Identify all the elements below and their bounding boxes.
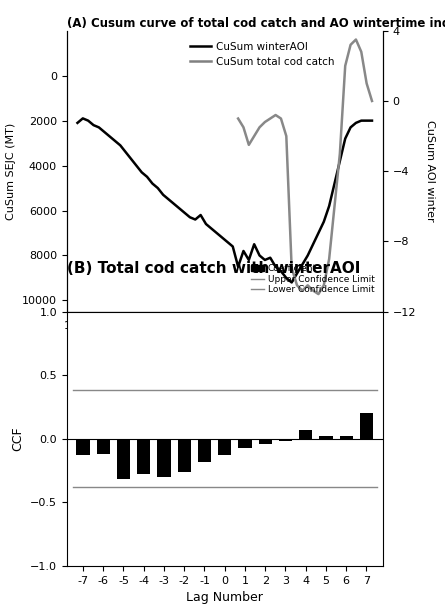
Bar (77, 438, 89, 455)
Bar (158, 438, 170, 477)
X-axis label: Lag Number: Lag Number (186, 591, 263, 604)
Y-axis label: CCF: CCF (12, 426, 24, 451)
Text: (B) Total cod catch with winterAOI: (B) Total cod catch with winterAOI (67, 261, 360, 276)
Bar (340, 436, 353, 438)
Y-axis label: CuSum AOI winter: CuSum AOI winter (425, 121, 435, 222)
Text: (A) Cusum curve of total cod catch and AO wintertime index: (A) Cusum curve of total cod catch and A… (67, 17, 445, 30)
Bar (320, 436, 332, 438)
Bar (218, 438, 231, 455)
Bar (178, 438, 191, 472)
Bar (259, 438, 272, 444)
Bar (279, 438, 292, 442)
Bar (360, 413, 373, 438)
Legend: CuSum winterAOI, CuSum total cod catch: CuSum winterAOI, CuSum total cod catch (190, 42, 335, 67)
Bar (299, 430, 312, 438)
Legend: Coefficient, Upper Confidence Limit, Lower Confidence Limit: Coefficient, Upper Confidence Limit, Low… (247, 260, 378, 298)
Bar (97, 438, 110, 454)
Bar (239, 438, 251, 448)
Bar (198, 438, 211, 462)
Y-axis label: CuSum SEJC (MT): CuSum SEJC (MT) (7, 122, 16, 220)
Bar (137, 438, 150, 474)
Bar (117, 438, 130, 479)
